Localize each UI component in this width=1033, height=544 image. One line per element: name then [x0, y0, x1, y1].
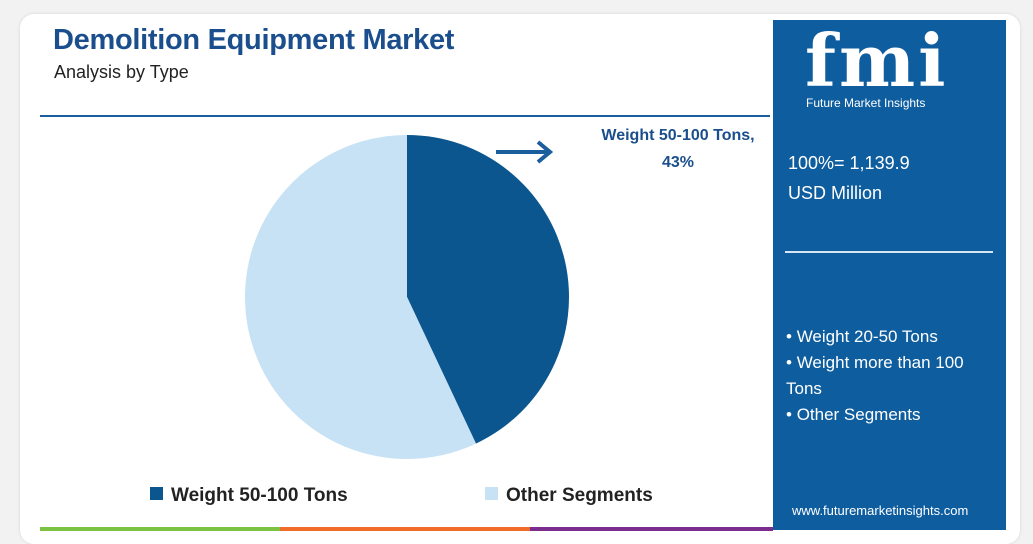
accent-strip [280, 527, 530, 531]
logo-caption: Future Market Insights [806, 96, 926, 110]
legend-swatch [150, 487, 163, 500]
pie-slice [245, 135, 476, 459]
chart-title: Demolition Equipment Market [53, 24, 455, 56]
chart-subtitle: Analysis by Type [54, 62, 189, 82]
accent-strip [40, 527, 280, 531]
sidebar [773, 20, 1006, 530]
pie-chart [245, 135, 570, 459]
divider [785, 251, 993, 253]
total: 100%= 1,139.9 [788, 153, 910, 173]
segment-item: Weight more than 100 Tons [786, 350, 996, 402]
unit: USD Million [788, 183, 883, 203]
segment-item: Other Segments [786, 402, 996, 428]
legend-label: Weight 50-100 Tons [171, 485, 348, 506]
arrow [496, 140, 554, 164]
segment-item: Weight 20-50 Tons [786, 324, 996, 350]
legend-swatch [485, 487, 498, 500]
logo: fmi [805, 18, 949, 103]
annotation: Weight 50-100 Tons, 43% [601, 127, 755, 171]
legend-item: Weight 50-100 Tons [150, 485, 348, 507]
legend-label: Other Segments [506, 485, 653, 506]
website: www.futuremarketinsights.com [792, 503, 969, 518]
legend-item: Other Segments [485, 485, 653, 507]
segment-list: Weight 20-50 Tons Weight more than 100 T… [786, 324, 996, 428]
pie-slice [407, 135, 570, 444]
divider [40, 115, 770, 117]
accent-strip [530, 527, 773, 531]
